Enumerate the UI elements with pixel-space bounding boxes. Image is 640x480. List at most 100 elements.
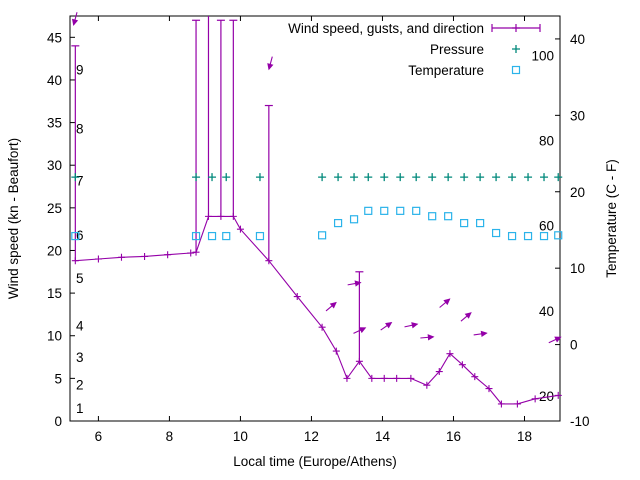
fahrenheit-label: 60 bbox=[539, 218, 554, 233]
temperature-marker bbox=[507, 231, 517, 241]
pressure-marker bbox=[412, 173, 421, 182]
wind-point-marker bbox=[164, 251, 172, 259]
x-tick-label: 10 bbox=[233, 429, 248, 444]
wind-point-marker bbox=[141, 252, 149, 260]
wind-point-marker bbox=[94, 255, 102, 263]
temperature-marker bbox=[428, 212, 437, 221]
pressure-marker bbox=[524, 173, 533, 182]
axis-titles: Local time (Europe/Athens) Wind speed (kn… bbox=[6, 138, 619, 469]
beaufort-label: 1 bbox=[76, 401, 84, 416]
temperature-marker bbox=[364, 206, 373, 215]
fahrenheit-label: 40 bbox=[539, 304, 554, 319]
wind-speed-line bbox=[75, 215, 559, 405]
fahrenheit-label: 80 bbox=[539, 134, 554, 149]
temperature-marker bbox=[349, 215, 359, 224]
x-axis-title: Local time (Europe/Athens) bbox=[233, 454, 397, 469]
wind-direction-arrow bbox=[420, 334, 435, 341]
wind-direction-arrow bbox=[404, 322, 419, 329]
wind-point-marker bbox=[497, 400, 505, 408]
pressure-marker bbox=[222, 173, 231, 182]
wind-point-marker bbox=[332, 347, 340, 355]
temperature-marker bbox=[554, 231, 563, 240]
temperature-marker bbox=[523, 231, 533, 241]
beaufort-label: 6 bbox=[76, 228, 84, 243]
wind-point-marker bbox=[355, 357, 363, 365]
x-tick-label: 6 bbox=[95, 429, 103, 444]
wind-point-marker bbox=[217, 212, 225, 220]
y-tick-label: 0 bbox=[54, 414, 62, 429]
x-tick-label: 16 bbox=[446, 429, 461, 444]
wind-point-marker bbox=[293, 293, 301, 301]
temperature-marker bbox=[222, 231, 231, 241]
temperature-marker bbox=[333, 218, 343, 228]
y-tick-label: 15 bbox=[47, 286, 62, 301]
fahrenheit-label: 100 bbox=[531, 49, 554, 64]
pressure-marker bbox=[71, 173, 80, 182]
inner-scale-labels: 1 2 3 4 5 6 7 8 9 20 40 60 80 100 bbox=[76, 49, 554, 416]
y-tick-label: 20 bbox=[47, 243, 62, 258]
temperature-marker bbox=[71, 231, 80, 241]
plot-border bbox=[69, 15, 561, 422]
temperature-marker bbox=[207, 231, 217, 241]
y-tick-label: 45 bbox=[47, 30, 62, 45]
data-series bbox=[71, 16, 563, 408]
pressure-marker bbox=[208, 173, 217, 182]
beaufort-label: 2 bbox=[76, 377, 84, 392]
wind-direction-arrows bbox=[71, 12, 562, 344]
y-tick-label: 40 bbox=[47, 73, 62, 88]
pressure-marker bbox=[396, 173, 405, 182]
legend-marker-2 bbox=[511, 65, 521, 75]
temperature-marker bbox=[318, 231, 327, 240]
pressure-marker bbox=[476, 173, 485, 182]
legend-label-1: Pressure bbox=[430, 42, 484, 57]
temperature-marker bbox=[444, 212, 453, 221]
beaufort-label: 5 bbox=[76, 271, 84, 286]
wind-direction-arrow bbox=[347, 280, 362, 287]
beaufort-label: 8 bbox=[76, 122, 84, 137]
y2-tick-label: 0 bbox=[570, 338, 578, 353]
pressure-marker bbox=[540, 173, 549, 182]
beaufort-label: 4 bbox=[76, 319, 84, 334]
pressure-marker bbox=[428, 173, 437, 182]
wind-direction-arrow bbox=[353, 327, 367, 334]
y2-tick-label: 10 bbox=[570, 261, 585, 276]
wind-direction-arrow bbox=[460, 312, 472, 322]
x-tick-label: 14 bbox=[375, 429, 391, 444]
wind-point-marker bbox=[192, 248, 200, 256]
wind-point-marker bbox=[458, 361, 466, 369]
axis-ticks: 6 8 10 12 14 16 18051015202530354045-100102030… bbox=[47, 16, 590, 444]
y-tick-label: 25 bbox=[47, 201, 62, 216]
wind-direction-arrow bbox=[548, 336, 562, 344]
wind-point-marker bbox=[204, 212, 212, 220]
wind-direction-arrow bbox=[380, 321, 393, 331]
wind-point-marker bbox=[446, 350, 454, 358]
wind-direction-arrow bbox=[473, 330, 488, 338]
y-tick-label: 30 bbox=[47, 158, 62, 173]
wind-point-marker bbox=[531, 395, 539, 403]
y2-tick-label: 40 bbox=[570, 32, 585, 47]
temperature-marker bbox=[476, 218, 485, 228]
pressure-marker bbox=[380, 173, 389, 182]
legend-marker-1 bbox=[512, 45, 520, 53]
wind-point-marker bbox=[187, 249, 195, 257]
temperature-marker bbox=[255, 231, 265, 241]
y-axis-title: Wind speed (kn - Beaufort) bbox=[6, 138, 21, 299]
temperature-marker bbox=[412, 206, 421, 215]
wind-point-marker bbox=[368, 374, 376, 382]
wind-point-marker bbox=[236, 225, 244, 233]
wind-point-marker bbox=[435, 368, 443, 376]
fahrenheit-label: 20 bbox=[539, 389, 554, 404]
y-tick-label: 35 bbox=[47, 116, 62, 131]
legend-label-0: Wind speed, gusts, and direction bbox=[288, 21, 484, 36]
y2-tick-label: 20 bbox=[570, 185, 585, 200]
y2-tick-label: -10 bbox=[570, 414, 590, 429]
pressure-marker bbox=[364, 173, 373, 182]
pressure-marker bbox=[444, 173, 453, 182]
wind-direction-arrow bbox=[439, 298, 451, 308]
wind-point-marker bbox=[343, 374, 351, 382]
beaufort-label: 7 bbox=[76, 174, 84, 189]
temperature-marker bbox=[191, 231, 201, 241]
pressure-marker bbox=[350, 173, 359, 182]
temperature-marker bbox=[380, 206, 389, 215]
